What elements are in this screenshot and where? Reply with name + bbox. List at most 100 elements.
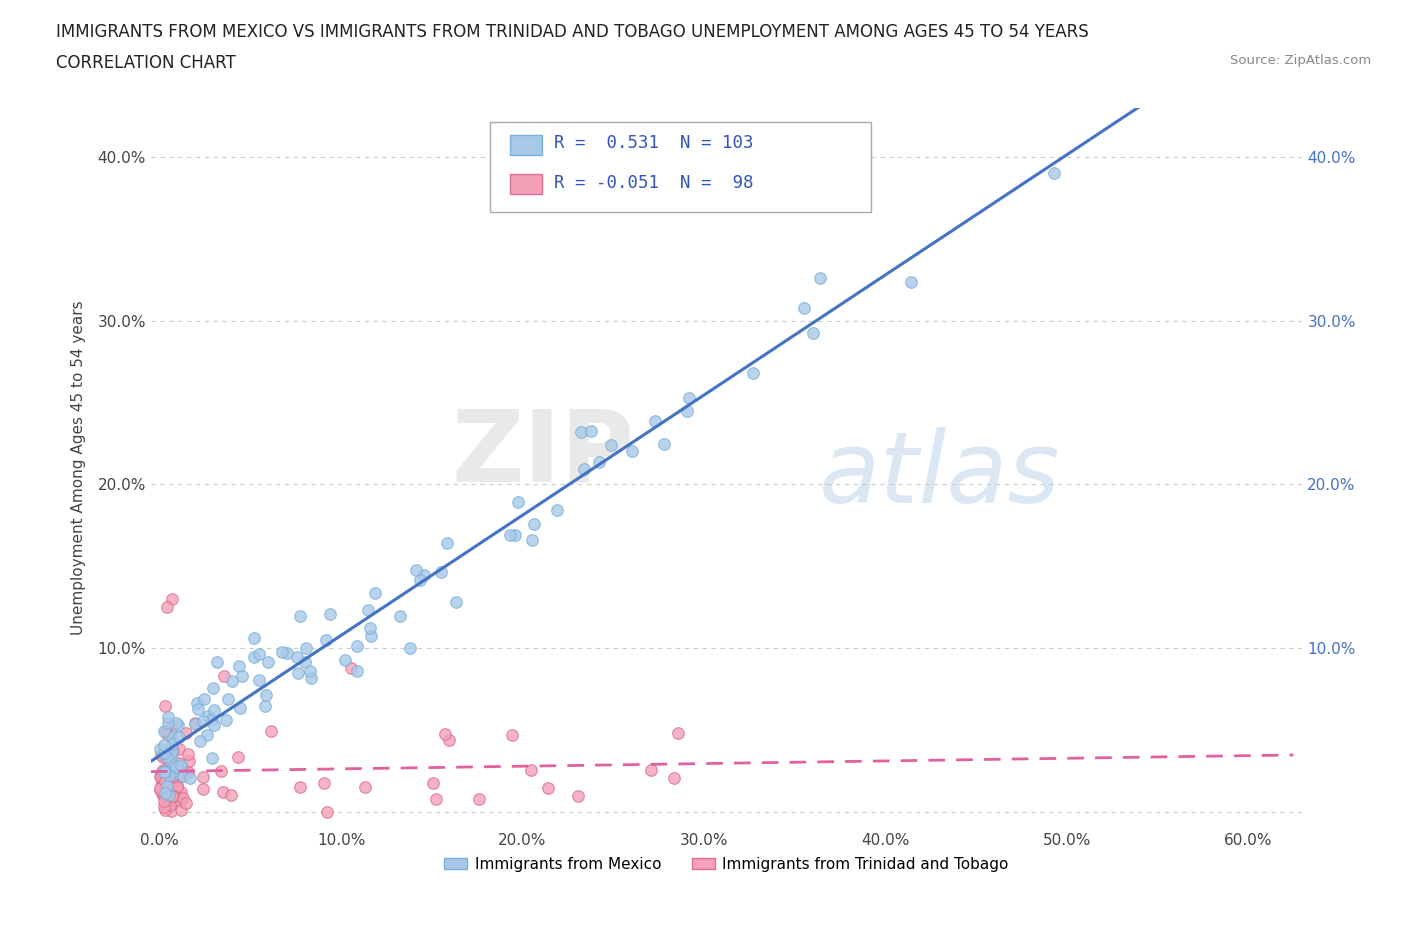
- Point: [153, 789, 176, 804]
- Point: [156, 600, 179, 615]
- Point: [157, 788, 180, 803]
- Point: [676, 404, 699, 418]
- Point: [152, 746, 174, 761]
- Point: [159, 770, 181, 785]
- Point: [409, 573, 432, 588]
- Point: [211, 785, 233, 800]
- Point: [294, 655, 316, 670]
- Point: [678, 391, 700, 405]
- Point: [169, 755, 191, 770]
- Point: [569, 424, 592, 439]
- Point: [173, 764, 195, 778]
- Point: [155, 746, 177, 761]
- Point: [501, 727, 523, 742]
- Point: [215, 712, 238, 727]
- Point: [187, 702, 209, 717]
- FancyBboxPatch shape: [510, 174, 543, 194]
- Point: [499, 528, 522, 543]
- Point: [285, 649, 308, 664]
- Point: [197, 709, 219, 724]
- Point: [523, 516, 546, 531]
- Point: [503, 527, 526, 542]
- Point: [318, 606, 340, 621]
- Point: [183, 717, 205, 732]
- Point: [152, 770, 174, 785]
- Point: [193, 692, 215, 707]
- Point: [155, 750, 177, 764]
- Point: [150, 764, 173, 779]
- Point: [166, 777, 188, 792]
- Point: [572, 461, 595, 476]
- Point: [254, 688, 277, 703]
- Point: [621, 444, 644, 458]
- Point: [163, 787, 186, 802]
- Text: atlas: atlas: [818, 427, 1060, 524]
- Point: [157, 766, 180, 781]
- Point: [152, 781, 174, 796]
- Point: [160, 745, 183, 760]
- Point: [153, 764, 176, 778]
- Point: [176, 795, 198, 810]
- Point: [150, 776, 173, 790]
- Point: [294, 641, 316, 656]
- Point: [217, 692, 239, 707]
- Point: [160, 779, 183, 794]
- Point: [666, 726, 689, 741]
- Point: [900, 275, 922, 290]
- Point: [166, 717, 188, 732]
- Point: [166, 779, 188, 794]
- Point: [364, 586, 387, 601]
- Point: [157, 710, 180, 724]
- Text: CORRELATION CHART: CORRELATION CHART: [56, 54, 236, 72]
- Point: [425, 791, 447, 806]
- Point: [522, 533, 544, 548]
- Point: [546, 502, 568, 517]
- Point: [793, 300, 815, 315]
- Point: [537, 781, 560, 796]
- Point: [153, 724, 176, 738]
- Point: [162, 743, 184, 758]
- Point: [229, 700, 252, 715]
- Point: [652, 437, 675, 452]
- Point: [202, 717, 225, 732]
- Point: [226, 750, 249, 764]
- Point: [1042, 166, 1064, 181]
- Point: [152, 750, 174, 764]
- Point: [152, 763, 174, 777]
- Text: IMMIGRANTS FROM MEXICO VS IMMIGRANTS FROM TRINIDAD AND TOBAGO UNEMPLOYMENT AMONG: IMMIGRANTS FROM MEXICO VS IMMIGRANTS FRO…: [56, 23, 1090, 41]
- Point: [150, 774, 173, 789]
- Point: [567, 789, 589, 804]
- Point: [176, 726, 198, 741]
- Point: [808, 270, 831, 285]
- Point: [159, 750, 181, 764]
- Point: [599, 438, 621, 453]
- Point: [160, 591, 183, 606]
- Point: [170, 784, 193, 799]
- Point: [162, 737, 184, 751]
- Point: [190, 734, 212, 749]
- Point: [162, 764, 184, 778]
- Point: [152, 800, 174, 815]
- Point: [177, 764, 200, 779]
- Point: [256, 655, 278, 670]
- Point: [157, 761, 180, 776]
- Point: [405, 563, 427, 578]
- Point: [152, 784, 174, 799]
- Point: [579, 423, 602, 438]
- Point: [434, 726, 457, 741]
- Point: [247, 647, 270, 662]
- Point: [335, 653, 357, 668]
- Point: [357, 603, 380, 618]
- Point: [152, 737, 174, 752]
- Point: [519, 763, 541, 777]
- Point: [467, 791, 489, 806]
- Text: R =  0.531  N = 103: R = 0.531 N = 103: [554, 134, 754, 153]
- Point: [209, 764, 232, 778]
- Point: [644, 414, 666, 429]
- Point: [588, 454, 610, 469]
- FancyBboxPatch shape: [510, 135, 543, 154]
- Point: [163, 789, 186, 804]
- Point: [172, 791, 194, 806]
- Point: [290, 608, 312, 623]
- Point: [287, 666, 309, 681]
